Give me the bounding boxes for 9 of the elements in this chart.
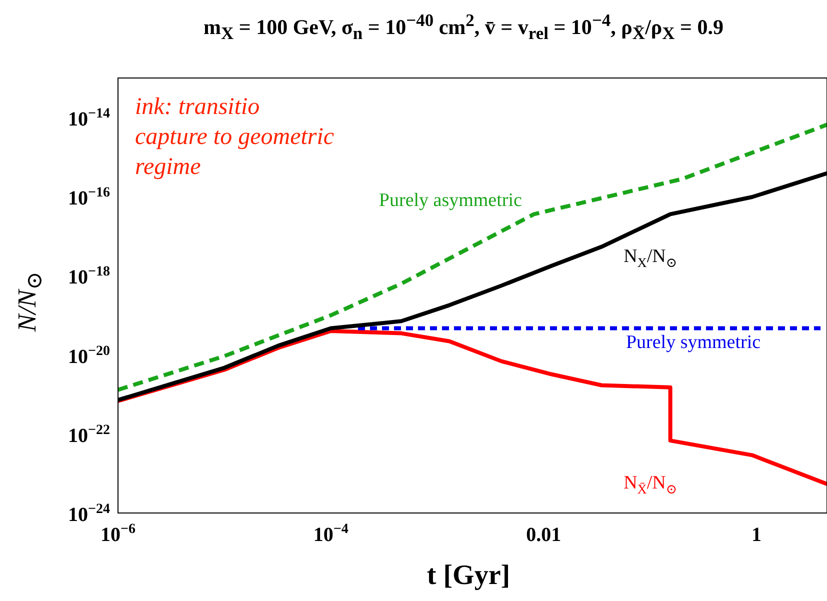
- series-label: Purely asymmetric: [378, 190, 522, 212]
- annotation: capture to geometric: [135, 123, 334, 152]
- annotation: regime: [135, 153, 202, 182]
- x-axis-title: t [Gyr]: [426, 560, 512, 592]
- annotation: ink: transitio: [135, 93, 261, 122]
- series-label: Purely symmetric: [626, 332, 761, 354]
- x-tick-label: 0.01: [526, 524, 562, 546]
- x-tick-label: 1: [751, 524, 762, 546]
- chart-title: m$_{X}$ = 100 GeV, σ$_{n}$ = 10$^{−40}$ cm$^{2}$, v̄ = v$_{rel}$ = 10$^{−4}$, ρ$_{X̄}$/ρ$_{X}$ = 0.9: [203, 10, 724, 44]
